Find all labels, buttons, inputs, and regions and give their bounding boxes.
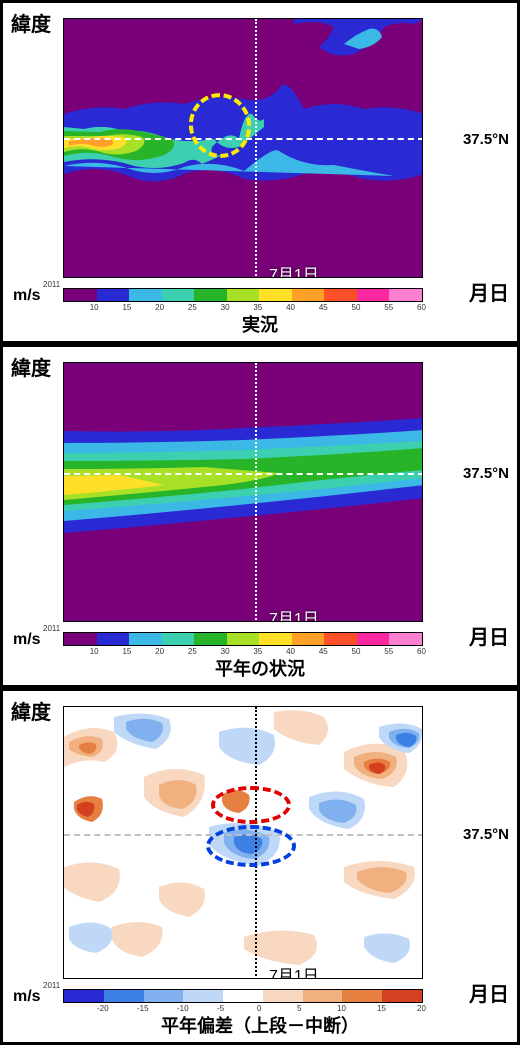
- panel-actual: 緯度 月日 m/s 実況 37.5°N 7月1日 EQ5N10N15N20N25…: [0, 0, 520, 344]
- xlabel: 月日: [469, 621, 509, 650]
- year: 2011: [43, 624, 60, 633]
- units: m/s: [13, 988, 41, 1006]
- xlabel: 月日: [469, 277, 509, 306]
- ylabel: 緯度: [11, 352, 51, 381]
- heatmap-climatology: [64, 363, 423, 622]
- colorbar-labels: 1015202530354045505560: [63, 647, 423, 659]
- lat-line: [64, 473, 423, 475]
- date-marker: 7月1日: [269, 962, 319, 979]
- ylabel: 緯度: [11, 696, 51, 725]
- date-marker: 7月1日: [269, 261, 319, 278]
- colorbar: [63, 632, 423, 646]
- date-line: [255, 19, 257, 278]
- lat-marker: 37.5°N: [463, 826, 509, 843]
- colorbar: [63, 989, 423, 1003]
- colorbar-labels: -20-15-10-505101520: [63, 1004, 423, 1016]
- plot-actual: 7月1日 EQ5N10N15N20N25N30N35N40N45N50N55N6…: [63, 18, 423, 278]
- year: 2011: [43, 981, 60, 990]
- annotation-red: [211, 786, 291, 824]
- heatmap-actual: [64, 19, 423, 278]
- date-line: [255, 363, 257, 622]
- xlabel: 月日: [469, 978, 509, 1007]
- year: 2011: [43, 280, 60, 289]
- plot-climatology: 7月1日 EQ5N10N15N20N25N30N35N40N45N50N55N6…: [63, 362, 423, 622]
- units: m/s: [13, 287, 41, 305]
- panel-climatology: 緯度 月日 m/s 平年の状況 37.5°N 7月1日 EQ5N10N15N20…: [0, 344, 520, 688]
- panel-anomaly: 緯度 月日 m/s 平年偏差（上段－中断） 37.5°N: [0, 688, 520, 1045]
- lat-marker: 37.5°N: [463, 465, 509, 482]
- lat-marker: 37.5°N: [463, 131, 509, 148]
- units: m/s: [13, 631, 41, 649]
- colorbar: [63, 288, 423, 302]
- ylabel: 緯度: [11, 8, 51, 37]
- plot-anomaly: 7月1日 EQ5N10N15N20N25N30N35N40N45N50N55N6…: [63, 706, 423, 979]
- date-marker: 7月1日: [269, 605, 319, 622]
- annotation-blue: [206, 825, 296, 867]
- colorbar-labels: 1015202530354045505560: [63, 303, 423, 315]
